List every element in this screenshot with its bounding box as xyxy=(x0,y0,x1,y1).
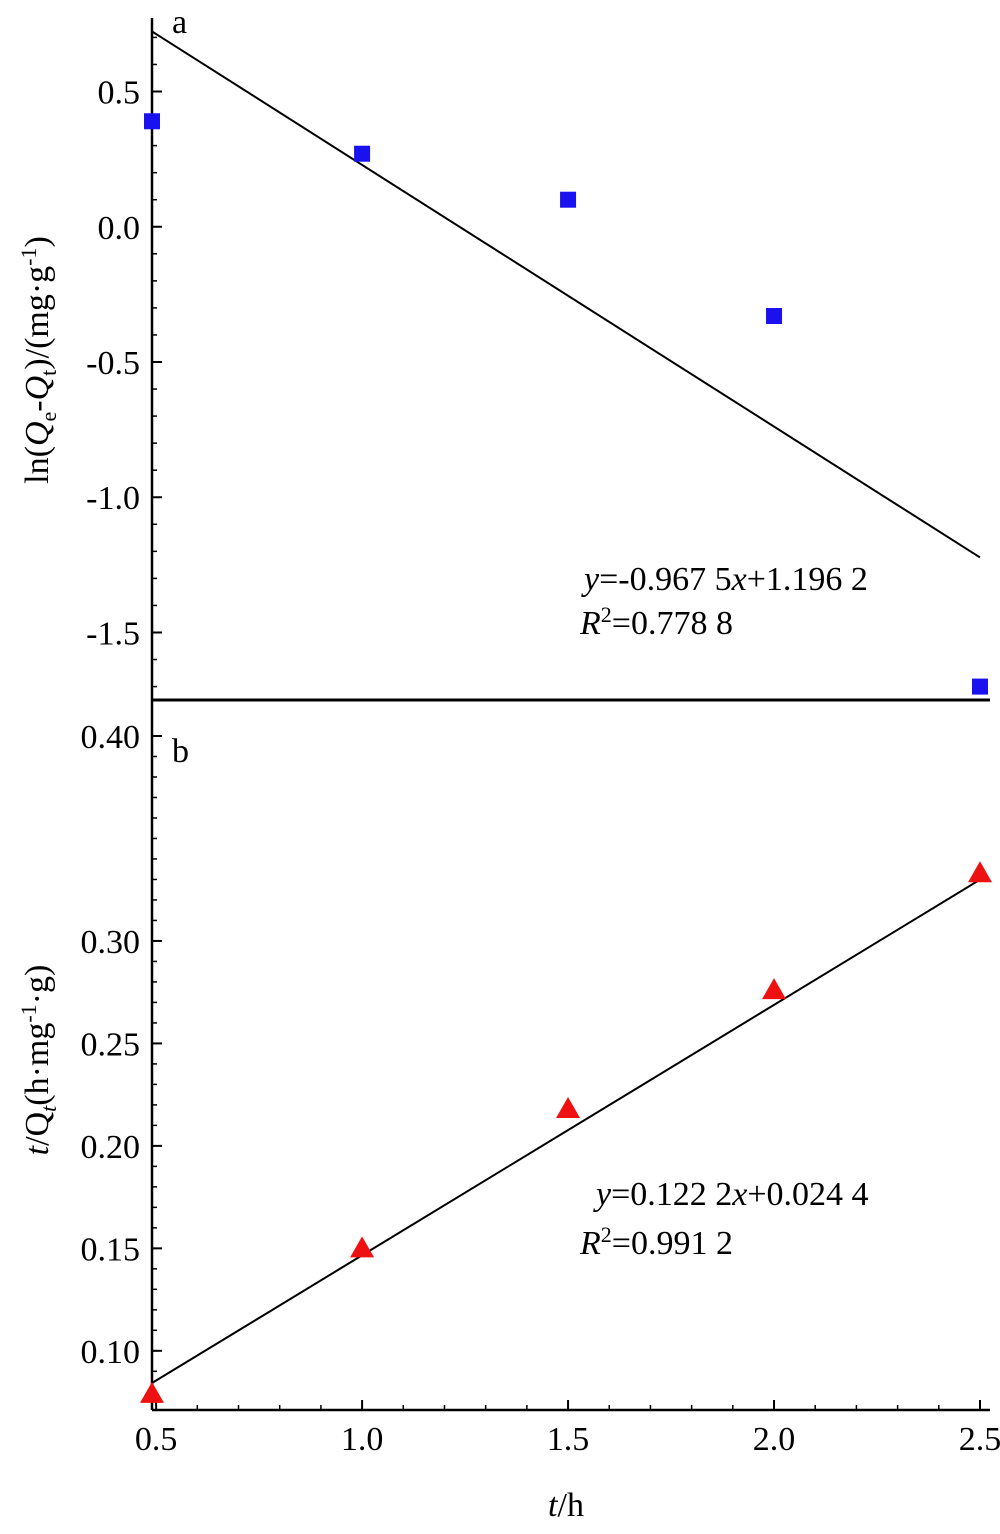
data-point-square xyxy=(560,191,577,208)
data-point-square xyxy=(354,145,371,162)
panel-b-y-axis-label: t/Qt(h·mg-1·g) xyxy=(16,965,61,1156)
panel-b-x-axis-label: t/h xyxy=(548,1487,584,1524)
panel-a-r2-r: R xyxy=(579,605,601,642)
panel-a-y-ticks xyxy=(152,36,162,688)
data-point-triangle xyxy=(762,978,787,1000)
panel-a-y-axis-label: ln(Qe-Qt)/(mg·g-1) xyxy=(16,236,61,484)
panel-a-eq-rhs1: =-0.967 5 xyxy=(599,561,732,598)
y-tick-label: 0.40 xyxy=(81,719,141,756)
panel-b-y-tick-labels: 0.40 0.30 0.25 0.20 0.15 0.10 xyxy=(81,719,141,1371)
y-tick-label: 0.30 xyxy=(81,924,141,961)
panel-b-r2-r: R xyxy=(579,1225,601,1262)
data-point-square xyxy=(144,113,160,130)
y-tick-label: 0.25 xyxy=(81,1026,141,1063)
panel-b-data-points xyxy=(140,861,992,1403)
panel-a-data-points xyxy=(144,113,988,695)
x-tick-label: 2.0 xyxy=(753,1421,796,1458)
panel-a-equation: y=-0.967 5x+1.196 2 xyxy=(581,561,868,598)
panel-a-fit-line xyxy=(151,30,981,559)
panel-b-eq-y: y xyxy=(593,1176,612,1213)
y-tick-label: -0.5 xyxy=(86,345,140,382)
data-point-square xyxy=(766,308,783,325)
panel-b-r2: R2=0.991 2 xyxy=(579,1222,733,1262)
data-point-triangle xyxy=(968,861,992,883)
panel-b-eq-rhs1: =0.122 2 xyxy=(611,1176,732,1213)
x-tick-label: 1.0 xyxy=(341,1421,384,1458)
panel-a-r2: R2=0.778 8 xyxy=(579,602,733,642)
panel-a-eq-y: y xyxy=(581,561,600,598)
panel-b-equation: y=0.122 2x+0.024 4 xyxy=(593,1176,869,1213)
y-tick-label: 0.5 xyxy=(98,75,141,112)
y-tick-label: 0.10 xyxy=(81,1334,141,1371)
data-point-square xyxy=(972,678,988,695)
panel-a-y-tick-labels: 0.5 0.0 -0.5 -1.0 -1.5 xyxy=(86,75,140,653)
panel-a-letter: a xyxy=(172,4,187,41)
panel-b-eq-rhs2: +0.024 4 xyxy=(747,1176,868,1213)
data-point-triangle xyxy=(556,1096,581,1118)
panel-b-eq-x: x xyxy=(731,1176,747,1213)
y-tick-label: 0.15 xyxy=(81,1231,141,1268)
panel-b-y-ticks xyxy=(152,735,162,1393)
panel-a: 0.5 0.0 -0.5 -1.0 -1.5 a y=-0.967 5x+1.196 2… xyxy=(16,4,988,700)
data-point-triangle xyxy=(350,1236,375,1258)
y-tick-label: -1.5 xyxy=(86,615,140,652)
panel-b-r2-value: =0.991 2 xyxy=(612,1225,733,1262)
panel-b-r2-sup: 2 xyxy=(601,1222,612,1247)
panel-a-eq-x: x xyxy=(731,561,747,598)
panel-a-eq-rhs2: +1.196 2 xyxy=(747,561,868,598)
panel-a-r2-sup: 2 xyxy=(601,602,612,627)
panel-b-x-tick-labels: 0.5 1.0 1.5 2.0 2.5 xyxy=(135,1421,1000,1458)
panel-a-r2-value: =0.778 8 xyxy=(612,605,733,642)
panel-b-letter: b xyxy=(172,733,189,770)
panel-b-fit-line xyxy=(151,878,981,1384)
panel-b: 0.40 0.30 0.25 0.20 0.15 0.10 0.5 1.0 1.5 2.0 2.5… xyxy=(16,700,1000,1524)
y-tick-label: -1.0 xyxy=(86,480,140,517)
x-tick-label: 0.5 xyxy=(135,1421,178,1458)
data-point-triangle xyxy=(140,1381,164,1403)
x-tick-label: 2.5 xyxy=(959,1421,1000,1458)
y-tick-label: 0.0 xyxy=(98,210,141,247)
x-tick-label: 1.5 xyxy=(547,1421,590,1458)
y-tick-label: 0.20 xyxy=(81,1129,141,1166)
